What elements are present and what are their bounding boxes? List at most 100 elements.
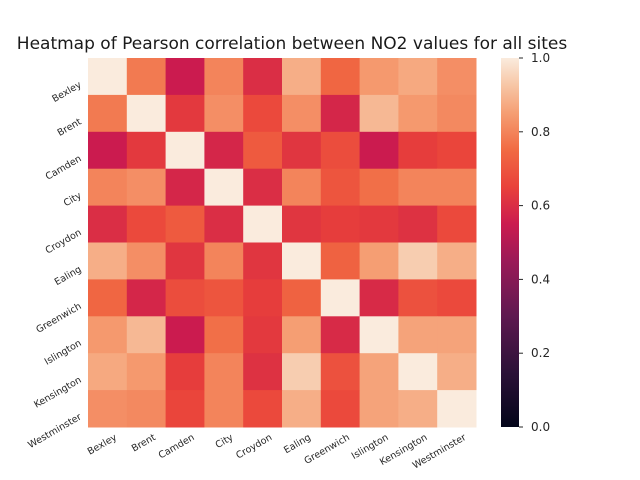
colorbar-tick-label: 0.0 <box>531 420 550 434</box>
heatmap-cell <box>437 94 477 133</box>
heatmap-cell <box>398 242 438 280</box>
y-tick-label: Brent <box>56 116 84 139</box>
heatmap-cell <box>359 94 399 133</box>
heatmap-cell <box>320 353 361 391</box>
heatmap-cell <box>243 94 283 133</box>
heatmap-cell <box>437 131 477 170</box>
heatmap-cell <box>437 242 477 280</box>
heatmap-cell <box>165 353 205 391</box>
y-tick-labels: Bexley Brent Camden City Croydon Ealing Greenw… <box>26 79 84 451</box>
heatmap-cell <box>243 242 283 280</box>
heatmap-cell <box>320 390 361 428</box>
heatmap-cell <box>398 58 438 96</box>
y-tick-label: City <box>62 190 84 209</box>
heatmap-cell <box>398 279 438 317</box>
heatmap-cell <box>88 316 128 354</box>
heatmap-cell <box>88 242 128 280</box>
heatmap-cell <box>88 131 128 170</box>
heatmap-cell <box>204 58 244 96</box>
heatmap-cell <box>126 131 167 170</box>
heatmap-cell <box>88 168 128 207</box>
heatmap-cell <box>398 131 438 170</box>
heatmap-cell <box>359 131 399 170</box>
heatmap-cell <box>398 390 438 428</box>
heatmap-cell <box>320 168 361 207</box>
colorbar-tick-label: 0.2 <box>531 346 550 360</box>
heatmap-cell <box>204 353 244 391</box>
heatmap-cell <box>282 205 322 243</box>
heatmap-cell <box>165 94 205 133</box>
heatmap-cell <box>88 58 128 96</box>
heatmap-cell <box>437 316 477 354</box>
heatmap-cell <box>359 316 399 354</box>
heatmap-cell <box>126 390 167 428</box>
heatmap-cell <box>204 168 244 207</box>
heatmap-cell <box>243 205 283 243</box>
y-tick-label: Camden <box>44 153 84 182</box>
chart-title: Heatmap of Pearson correlation between N… <box>17 34 568 54</box>
heatmap-cell <box>88 205 128 243</box>
heatmap-cell <box>165 131 205 170</box>
heatmap-cell <box>126 279 167 317</box>
heatmap-cell <box>126 94 167 133</box>
y-tick-label: Croydon <box>44 227 84 256</box>
colorbar-tick-label: 0.4 <box>531 272 550 286</box>
x-tick-label: Brent <box>130 432 158 455</box>
y-tick-label: Greenwich <box>34 301 83 336</box>
heatmap-cell <box>359 58 399 96</box>
heatmap-cell <box>204 242 244 280</box>
heatmap-cell <box>320 205 361 243</box>
heatmap-cell <box>165 58 205 96</box>
heatmap-cell <box>320 242 361 280</box>
heatmap-cell <box>165 242 205 280</box>
heatmap-cell <box>398 353 438 391</box>
x-tick-label: Ealing <box>282 432 313 456</box>
heatmap-cell <box>126 205 167 243</box>
heatmap-cell <box>204 131 244 170</box>
heatmap-cell <box>437 353 477 391</box>
heatmap-cell <box>437 279 477 317</box>
heatmap-cell <box>126 242 167 280</box>
heatmap-cell <box>282 131 322 170</box>
heatmap-cell <box>243 353 283 391</box>
heatmap-cell <box>359 353 399 391</box>
heatmap-cell <box>126 58 167 96</box>
heatmap-cell <box>165 205 205 243</box>
heatmap-cell <box>320 58 361 96</box>
heatmap-cell <box>165 390 205 428</box>
heatmap-cell <box>243 131 283 170</box>
heatmap-cell <box>359 205 399 243</box>
heatmap-cell <box>437 168 477 207</box>
y-tick-label: Kensington <box>32 375 83 411</box>
heatmap-cell <box>282 353 322 391</box>
x-tick-label: Croydon <box>234 432 274 461</box>
heatmap-cell <box>320 94 361 133</box>
heatmap-cell <box>398 205 438 243</box>
heatmap-cell <box>282 58 322 96</box>
heatmap-cell <box>204 94 244 133</box>
heatmap-cell <box>88 390 128 428</box>
x-tick-label: Bexley <box>86 432 119 458</box>
x-tick-label: City <box>214 432 236 451</box>
y-tick-label: Ealing <box>53 264 84 288</box>
heatmap-cell <box>320 316 361 354</box>
heatmap-cell <box>398 94 438 133</box>
heatmap-cell <box>282 279 322 317</box>
heatmap-cell <box>243 390 283 428</box>
heatmap-cell <box>88 353 128 391</box>
heatmap-cell <box>320 131 361 170</box>
heatmap-cell <box>243 279 283 317</box>
colorbar-tick-label: 0.8 <box>531 125 550 139</box>
heatmap-cell <box>126 168 167 207</box>
heatmap-cell <box>165 168 205 207</box>
heatmap-cell <box>88 279 128 317</box>
heatmap-cell <box>398 168 438 207</box>
heatmap-cell <box>359 279 399 317</box>
heatmap-cell <box>204 279 244 317</box>
heatmap-cell <box>243 58 283 96</box>
heatmap-cell <box>126 316 167 354</box>
heatmap-cell <box>398 316 438 354</box>
heatmap-cell <box>282 242 322 280</box>
